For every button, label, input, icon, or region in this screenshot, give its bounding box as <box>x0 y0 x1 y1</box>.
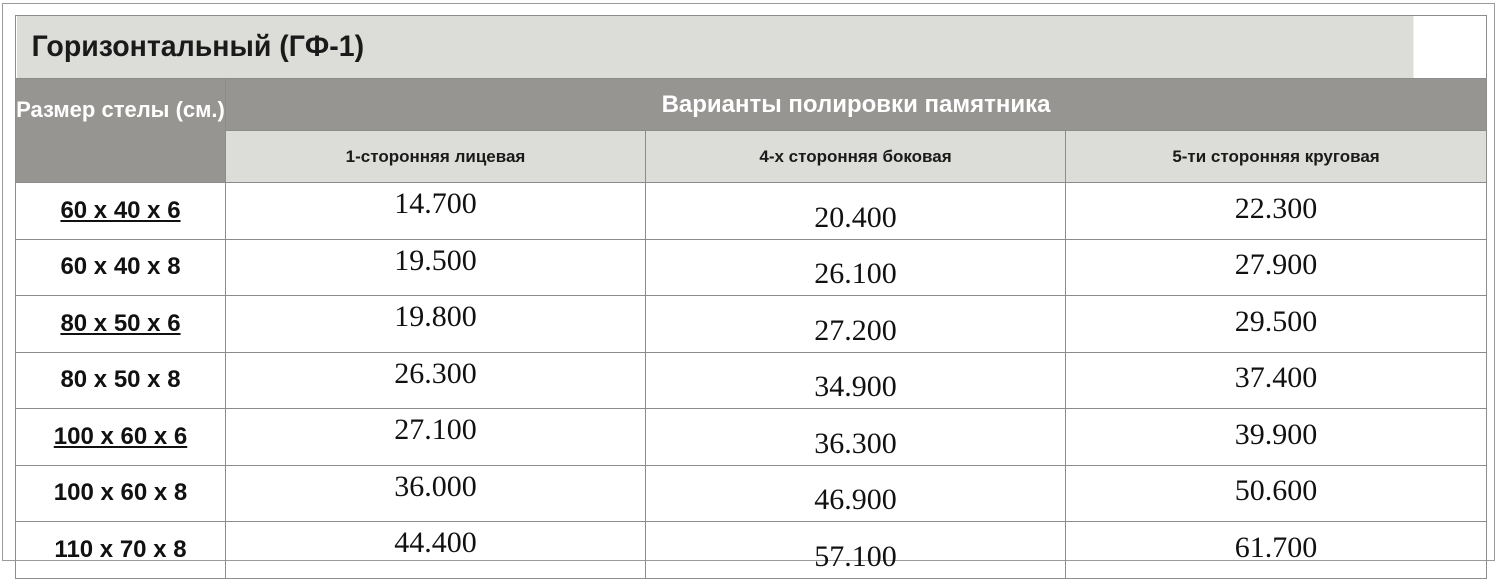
price-cell: 27.100 <box>225 408 646 466</box>
column-header-5-side: 5-ти сторонняя круговая <box>1064 130 1488 183</box>
size-cell[interactable]: 80 x 50 x 6 <box>15 295 226 353</box>
price-cell: 20.400 <box>645 182 1066 240</box>
price-cell: 26.100 <box>645 238 1066 296</box>
price-cell: 14.700 <box>225 182 646 240</box>
variants-header: Варианты полировки памятника <box>224 78 1488 131</box>
price-cell: 44.400 <box>225 521 646 579</box>
price-cell: 36.000 <box>225 464 646 522</box>
price-cell: 57.100 <box>645 521 1066 579</box>
column-header-1-side: 1-сторонняя лицевая <box>225 130 646 183</box>
price-cell: 27.900 <box>1064 238 1488 296</box>
column-header-4-side: 4-х сторонняя боковая <box>645 130 1066 183</box>
size-cell: 80 x 50 x 8 <box>15 351 226 409</box>
price-cell: 29.500 <box>1064 295 1488 353</box>
table-row: 80 x 50 x 8 26.300 34.900 37.400 <box>15 351 1488 409</box>
size-cell[interactable]: 60 x 40 x 6 <box>15 182 226 240</box>
price-cell: 26.300 <box>225 351 646 409</box>
table-row: 100 x 60 x 6 27.100 36.300 39.900 <box>15 408 1488 466</box>
price-cell: 19.800 <box>225 295 646 353</box>
table-row: 80 x 50 x 6 19.800 27.200 29.500 <box>15 295 1488 353</box>
price-cell: 22.300 <box>1064 182 1488 240</box>
table-row: 110 x 70 x 8 44.400 57.100 61.700 <box>15 521 1488 579</box>
size-column-header: Размер стелы (см.) <box>15 78 226 183</box>
size-cell[interactable]: 100 x 60 x 6 <box>15 408 226 466</box>
price-cell: 36.300 <box>645 408 1066 466</box>
price-table: Горизонтальный (ГФ-1) Размер стелы (см.)… <box>15 15 1488 579</box>
size-cell: 110 x 70 x 8 <box>15 521 226 579</box>
price-cell: 39.900 <box>1064 408 1488 466</box>
price-cell: 50.600 <box>1064 464 1488 522</box>
price-cell: 27.200 <box>645 295 1066 353</box>
size-cell: 100 x 60 x 8 <box>15 464 226 522</box>
table-row: 60 x 40 x 8 19.500 26.100 27.900 <box>15 238 1488 296</box>
price-cell: 37.400 <box>1064 351 1488 409</box>
table-row: 100 x 60 x 8 36.000 46.900 50.600 <box>15 464 1488 522</box>
size-cell: 60 x 40 x 8 <box>15 238 226 296</box>
price-cell: 46.900 <box>645 464 1066 522</box>
price-cell: 19.500 <box>225 238 646 296</box>
price-cell: 61.700 <box>1064 521 1488 579</box>
table-row: 60 x 40 x 6 14.700 20.400 22.300 <box>15 182 1488 240</box>
table-title: Горизонтальный (ГФ-1) <box>15 15 1414 79</box>
price-cell: 34.900 <box>645 351 1066 409</box>
